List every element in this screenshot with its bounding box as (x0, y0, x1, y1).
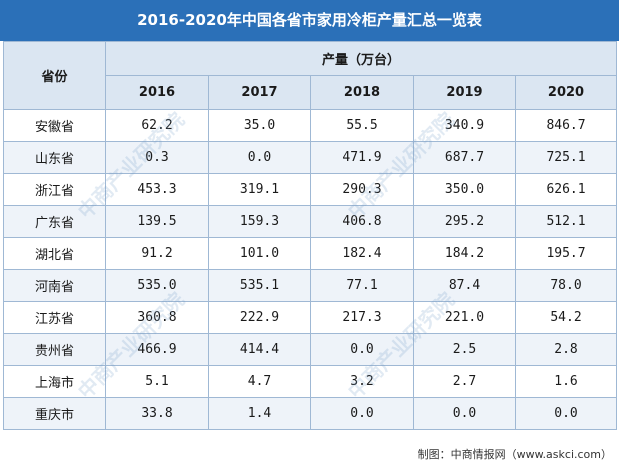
value-cell-2019: 350.0 (413, 173, 516, 206)
table-title: 2016-2020年中国各省市家用冷柜产量汇总一览表 (0, 0, 619, 41)
value-cell-2019: 295.2 (413, 205, 516, 238)
table-row: 湖北省 91.2 101.0 182.4 184.2 195.7 (3, 237, 618, 270)
value-cell-2020: 846.7 (514, 109, 618, 142)
province-cell: 河南省 (3, 269, 106, 302)
table-row: 安徽省 62.2 35.0 55.5 340.9 846.7 (3, 109, 618, 142)
province-cell: 安徽省 (3, 109, 106, 142)
year-header-2017: 2017 (208, 75, 311, 110)
value-cell-2018: 0.0 (310, 397, 414, 430)
value-cell-2020: 1.6 (514, 365, 618, 398)
value-cell-2020: 725.1 (514, 141, 618, 174)
value-cell-2017: 35.0 (208, 109, 311, 142)
value-cell-2016: 139.5 (105, 205, 209, 238)
value-cell-2017: 414.4 (208, 333, 311, 366)
value-cell-2019: 2.5 (413, 333, 516, 366)
value-cell-2016: 466.9 (105, 333, 209, 366)
value-cell-2018: 77.1 (310, 269, 414, 302)
year-header-2016: 2016 (105, 75, 209, 110)
value-cell-2017: 1.4 (208, 397, 311, 430)
table-row: 河南省 535.0 535.1 77.1 87.4 78.0 (3, 269, 618, 302)
value-cell-2018: 182.4 (310, 237, 414, 270)
table-row: 上海市 5.1 4.7 3.2 2.7 1.6 (3, 365, 618, 398)
value-cell-2017: 0.0 (208, 141, 311, 174)
value-cell-2016: 0.3 (105, 141, 209, 174)
value-cell-2017: 101.0 (208, 237, 311, 270)
value-cell-2019: 0.0 (413, 397, 516, 430)
value-cell-2019: 340.9 (413, 109, 516, 142)
value-cell-2019: 87.4 (413, 269, 516, 302)
value-cell-2020: 0.0 (514, 397, 618, 430)
value-cell-2018: 290.3 (310, 173, 414, 206)
unit-header: 产量（万台） (104, 41, 618, 76)
value-cell-2020: 54.2 (514, 301, 618, 334)
value-cell-2018: 3.2 (310, 365, 414, 398)
province-cell: 湖北省 (3, 237, 106, 270)
value-cell-2018: 0.0 (310, 333, 414, 366)
province-header: 省份 (3, 41, 106, 110)
production-table: 省份 产量（万台） 2016 2017 2018 2019 2020 安徽省 62… (3, 41, 618, 430)
value-cell-2020: 2.8 (514, 333, 618, 366)
value-cell-2016: 33.8 (105, 397, 209, 430)
value-cell-2018: 471.9 (310, 141, 414, 174)
value-cell-2019: 221.0 (413, 301, 516, 334)
province-cell: 重庆市 (3, 397, 106, 430)
value-cell-2017: 4.7 (208, 365, 311, 398)
table-row: 江苏省 360.8 222.9 217.3 221.0 54.2 (3, 301, 618, 334)
year-header-2020: 2020 (514, 75, 618, 110)
value-cell-2020: 512.1 (514, 205, 618, 238)
value-cell-2016: 360.8 (105, 301, 209, 334)
table-row: 山东省 0.3 0.0 471.9 687.7 725.1 (3, 141, 618, 174)
value-cell-2020: 626.1 (514, 173, 618, 206)
value-cell-2019: 2.7 (413, 365, 516, 398)
province-cell: 山东省 (3, 141, 106, 174)
year-header-2018: 2018 (310, 75, 414, 110)
province-cell: 广东省 (3, 205, 106, 238)
table-row: 重庆市 33.8 1.4 0.0 0.0 0.0 (3, 397, 618, 430)
value-cell-2016: 535.0 (105, 269, 209, 302)
value-cell-2017: 535.1 (208, 269, 311, 302)
table-row: 浙江省 453.3 319.1 290.3 350.0 626.1 (3, 173, 618, 206)
province-cell: 浙江省 (3, 173, 106, 206)
province-cell: 上海市 (3, 365, 106, 398)
value-cell-2017: 222.9 (208, 301, 311, 334)
value-cell-2017: 159.3 (208, 205, 311, 238)
value-cell-2016: 5.1 (105, 365, 209, 398)
table-row: 贵州省 466.9 414.4 0.0 2.5 2.8 (3, 333, 618, 366)
value-cell-2017: 319.1 (208, 173, 311, 206)
value-cell-2020: 78.0 (514, 269, 618, 302)
table-body: 安徽省 62.2 35.0 55.5 340.9 846.7 山东省 0.3 0.0 471.9 6… (3, 109, 618, 430)
value-cell-2018: 55.5 (310, 109, 414, 142)
source-credit: 制图：中商情报网（www.askci.com） (417, 448, 612, 461)
province-cell: 江苏省 (3, 301, 106, 334)
value-cell-2016: 62.2 (105, 109, 209, 142)
value-cell-2016: 453.3 (105, 173, 209, 206)
value-cell-2018: 217.3 (310, 301, 414, 334)
value-cell-2018: 406.8 (310, 205, 414, 238)
value-cell-2019: 184.2 (413, 237, 516, 270)
table-row: 广东省 139.5 159.3 406.8 295.2 512.1 (3, 205, 618, 238)
value-cell-2016: 91.2 (105, 237, 209, 270)
province-cell: 贵州省 (3, 333, 106, 366)
value-cell-2020: 195.7 (514, 237, 618, 270)
year-header-2019: 2019 (413, 75, 516, 110)
value-cell-2019: 687.7 (413, 141, 516, 174)
